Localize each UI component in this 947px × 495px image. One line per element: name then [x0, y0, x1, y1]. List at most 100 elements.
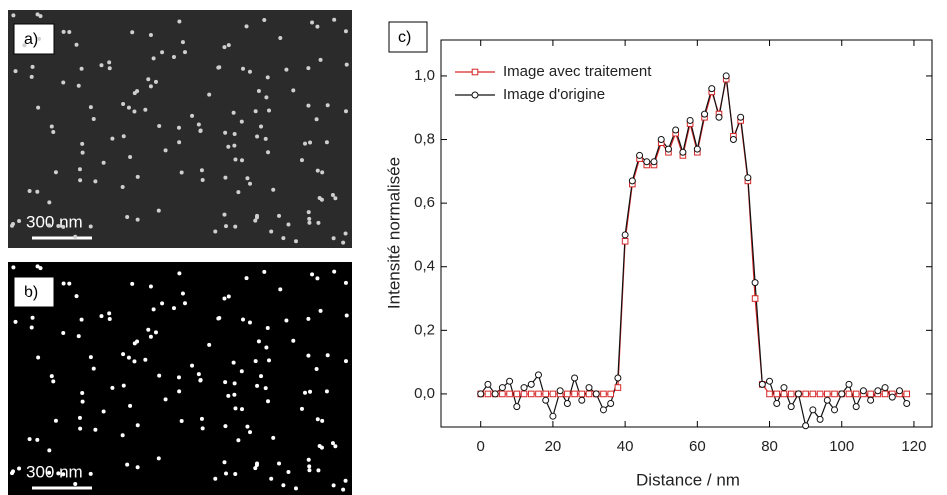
particle: [91, 116, 96, 121]
particle: [281, 236, 286, 241]
marker: [809, 406, 817, 414]
particle: [223, 130, 228, 135]
particle: [259, 124, 264, 129]
particle: [125, 215, 130, 220]
particle: [223, 175, 228, 180]
marker: [506, 390, 513, 398]
particle: [17, 466, 22, 471]
particle: [320, 418, 325, 423]
particle: [198, 378, 203, 383]
marker: [578, 390, 586, 398]
particle: [27, 188, 32, 193]
particle: [344, 313, 349, 318]
panel-label: b): [24, 284, 38, 301]
particle: [78, 426, 83, 431]
particle: [49, 124, 54, 129]
particle: [343, 478, 348, 483]
particle: [267, 358, 272, 363]
particle: [263, 136, 268, 141]
marker: [802, 422, 810, 430]
marker: [506, 377, 514, 385]
particle: [51, 379, 56, 384]
particle: [333, 444, 338, 449]
particle: [35, 12, 40, 17]
particle: [35, 437, 40, 442]
marker: [838, 390, 846, 398]
particle: [303, 390, 308, 395]
particle: [121, 134, 126, 139]
marker: [484, 390, 492, 398]
marker: [585, 384, 593, 392]
marker: [578, 396, 586, 404]
particle: [110, 385, 115, 390]
particle: [107, 60, 112, 65]
marker: [542, 396, 550, 404]
marker: [621, 231, 629, 239]
particle: [160, 301, 165, 306]
particle: [277, 213, 282, 218]
particle: [307, 468, 312, 473]
marker: [549, 412, 557, 420]
x-tick-label: 20: [545, 438, 562, 455]
particle: [254, 215, 259, 220]
particle: [79, 66, 84, 71]
y-tick-label: 0,6: [414, 194, 435, 211]
particle: [200, 178, 205, 183]
particle: [76, 83, 81, 88]
particle: [236, 190, 241, 195]
particle: [56, 471, 61, 476]
marker: [636, 151, 644, 159]
particle: [344, 62, 349, 67]
marker: [549, 390, 557, 398]
particle: [271, 187, 276, 192]
particle: [143, 357, 148, 362]
particle: [277, 461, 282, 466]
particle: [263, 386, 268, 391]
marker: [831, 390, 838, 398]
particle: [232, 392, 237, 397]
particle: [171, 306, 176, 311]
particle: [126, 105, 131, 110]
particle: [77, 415, 82, 420]
particle: [306, 103, 311, 108]
particle: [198, 128, 203, 133]
marker: [513, 403, 521, 411]
particle: [199, 416, 204, 421]
particle: [74, 42, 79, 47]
marker: [737, 113, 745, 121]
particle: [222, 212, 227, 217]
marker: [874, 387, 882, 395]
particle: [80, 399, 85, 404]
particle: [207, 92, 212, 97]
particle: [126, 355, 131, 360]
marker: [809, 390, 817, 398]
particle: [182, 301, 187, 306]
marker: [484, 380, 492, 388]
particle: [88, 355, 93, 360]
particle: [88, 105, 93, 110]
particle: [207, 342, 212, 347]
particle: [253, 466, 258, 471]
particle: [177, 19, 182, 24]
particle: [315, 24, 320, 29]
particle: [120, 184, 125, 189]
particle: [177, 389, 182, 394]
particle: [343, 280, 348, 285]
particle: [318, 308, 323, 313]
particle: [153, 79, 158, 84]
marker: [896, 387, 904, 395]
marker: [722, 72, 730, 80]
particle: [262, 17, 267, 22]
particle: [293, 239, 298, 244]
marker: [520, 390, 528, 398]
particle: [306, 353, 311, 358]
panel-b: b) 300 nm: [8, 262, 352, 495]
particle: [56, 224, 61, 229]
particle: [29, 74, 34, 79]
marker: [600, 390, 607, 398]
particle: [153, 330, 158, 335]
particle: [61, 472, 66, 477]
particle: [53, 418, 58, 423]
particle: [231, 110, 236, 115]
marker: [564, 390, 571, 398]
